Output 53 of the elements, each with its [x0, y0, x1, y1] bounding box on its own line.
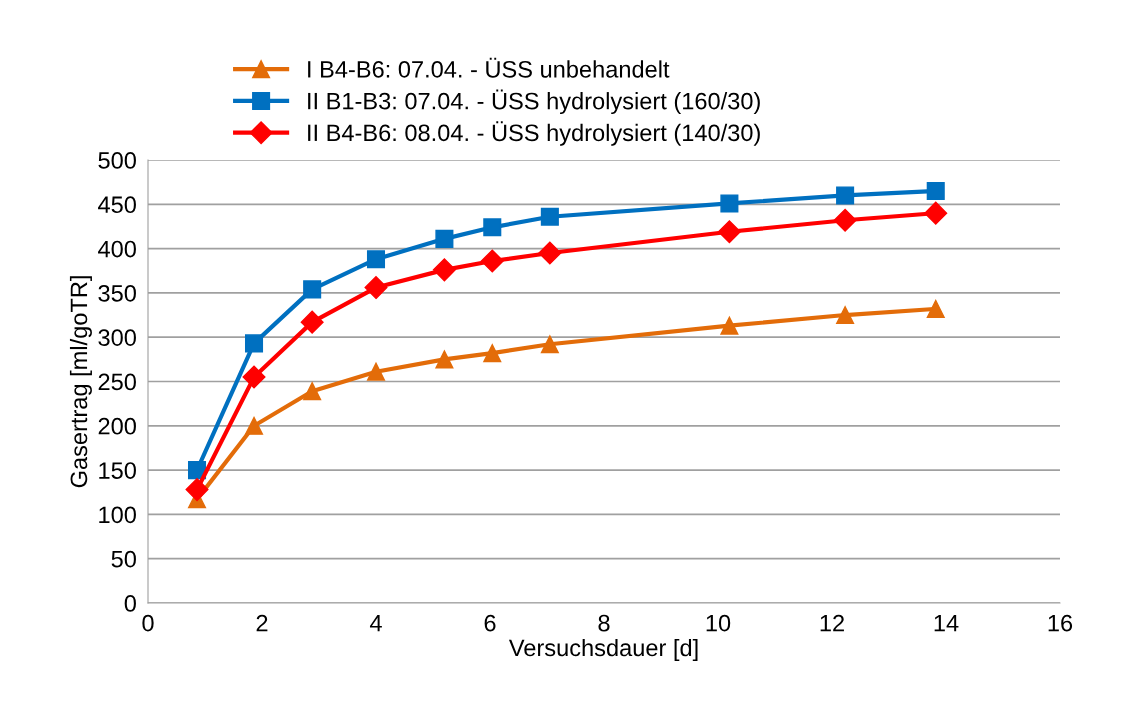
point: [244, 416, 264, 435]
y-tick-label: 350: [98, 284, 136, 302]
legend-label: I B4-B6: 07.04. - ÜSS unbehandelt: [308, 57, 670, 78]
point: [432, 258, 456, 282]
point: [366, 250, 386, 269]
point: [244, 334, 264, 353]
x-tick-label: 16: [1048, 614, 1073, 632]
point: [836, 306, 855, 325]
point: [303, 280, 322, 299]
x-tick-label: 4: [369, 614, 382, 632]
point: [483, 218, 502, 237]
point: [300, 310, 324, 334]
y-tick-label: 50: [111, 550, 136, 568]
legend-label: II B1-B3: 07.04. - ÜSS hydrolysiert (160/30): [308, 89, 760, 115]
point: [833, 208, 857, 232]
y-tick-label: 100: [99, 506, 136, 524]
point: [540, 335, 559, 354]
point: [364, 276, 388, 300]
point: [926, 299, 945, 318]
x-tick-label: 6: [484, 614, 496, 632]
legend-label: II B4-B6: 08.04. - ÜSS hydrolysiert (140/30): [308, 121, 760, 146]
x-tick-label: 12: [820, 614, 844, 632]
point: [435, 229, 454, 248]
y-tick-label: 0: [124, 595, 136, 612]
x-tick-label: 10: [706, 614, 731, 632]
point: [924, 201, 948, 225]
point: [366, 362, 386, 381]
point: [303, 382, 322, 401]
point: [717, 220, 741, 244]
point: [242, 365, 266, 389]
x-tick-label: 0: [142, 614, 154, 632]
x-tick-label: 2: [256, 614, 268, 632]
x-tick-label: 8: [598, 614, 610, 632]
y-axis-title: Gasertrag [ml/goTR]: [69, 276, 92, 488]
point: [480, 249, 504, 273]
y-tick-label: 250: [98, 373, 136, 391]
x-axis-title: Versuchsdauer [d]: [508, 638, 698, 661]
point: [540, 207, 559, 226]
y-tick-label: 150: [99, 462, 136, 479]
y-tick-label: 300: [98, 329, 136, 346]
point: [720, 194, 739, 213]
x-tick-label: 14: [934, 614, 959, 632]
y-tick-label: 500: [98, 152, 136, 169]
point: [926, 181, 945, 201]
point: [483, 344, 502, 363]
point: [836, 186, 855, 205]
point: [435, 350, 454, 369]
y-tick-label: 450: [98, 196, 136, 214]
y-tick-label: 400: [98, 240, 136, 258]
point: [185, 478, 209, 502]
point: [538, 241, 562, 265]
y-tick-label: 200: [98, 417, 136, 435]
point: [720, 316, 739, 335]
